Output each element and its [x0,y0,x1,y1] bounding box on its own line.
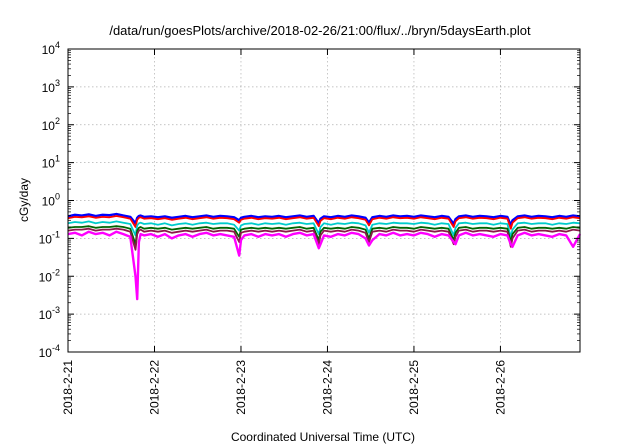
x-tick-label: 2018-2-23 [234,360,248,415]
series-line-6 [67,230,582,301]
y-tick-label: 10-2 [39,267,60,284]
series-line-5 [67,227,581,251]
series-line-2 [67,215,581,230]
y-tick-label: 101 [42,154,60,171]
y-tick-label: 104 [42,40,60,57]
x-tick-label: 2018-2-22 [147,360,161,415]
series-line-4 [67,225,581,246]
x-axis: 2018-2-21 2018-2-22 2018-2-23 2018-2-24 2018… [61,49,507,415]
series-line-1 [67,212,581,227]
y-tick-label: 102 [42,116,60,133]
chart-title: /data/run/goesPlots/archive/2018-02-26/2… [109,23,531,38]
x-tick-label: 2018-2-21 [61,360,75,415]
series-line-3 [67,220,581,238]
grid [68,49,580,352]
y-axis: 10-4 10-3 10-2 10-1 100 101 102 103 104 [39,40,580,360]
y-axis-label: cGy/day [17,178,31,222]
y-tick-label: 10-4 [39,343,60,360]
series-layer [67,212,582,301]
x-tick-label: 2018-2-26 [493,360,507,415]
y-tick-label: 100 [42,192,60,209]
x-tick-label: 2018-2-25 [407,360,421,415]
x-axis-label: Coordinated Universal Time (UTC) [231,430,415,444]
y-tick-label: 10-1 [39,229,60,246]
y-tick-label: 10-3 [39,305,60,322]
y-tick-label: 103 [42,78,60,95]
x-tick-label: 2018-2-24 [320,360,334,415]
